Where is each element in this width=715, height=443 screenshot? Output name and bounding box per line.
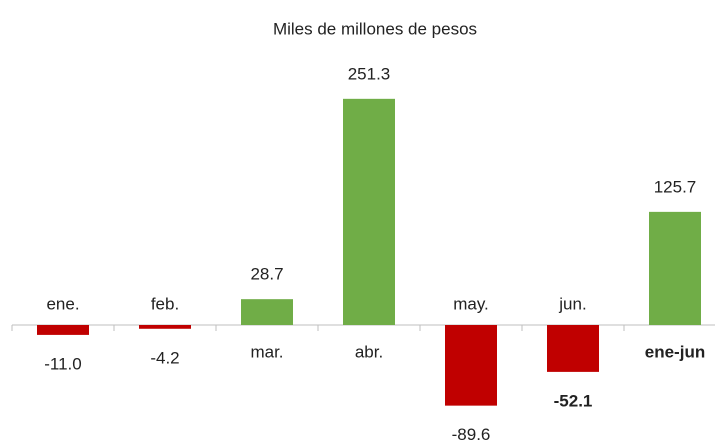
bar: [139, 325, 191, 329]
bar: [649, 211, 701, 325]
value-label: 125.7: [654, 177, 697, 196]
value-label: -11.0: [44, 354, 82, 373]
value-label: 251.3: [348, 64, 391, 83]
x-tick-label: ene-jun: [645, 342, 705, 361]
x-tick-label: may.: [453, 294, 489, 313]
x-tick-label: mar.: [250, 342, 283, 361]
x-tick-label: jun.: [558, 294, 586, 313]
bar: [547, 325, 599, 372]
value-label: -89.6: [452, 425, 491, 443]
x-tick-label: ene.: [46, 294, 79, 313]
x-tick-label: abr.: [355, 342, 383, 361]
bar: [445, 325, 497, 406]
value-label: -52.1: [554, 391, 593, 410]
bar: [343, 98, 395, 325]
bar: [37, 325, 89, 335]
value-label: 28.7: [250, 265, 283, 284]
x-tick-label: feb.: [151, 294, 179, 313]
bar: [241, 299, 293, 325]
chart-title: Miles de millones de pesos: [273, 19, 477, 38]
value-label: -4.2: [150, 348, 179, 367]
